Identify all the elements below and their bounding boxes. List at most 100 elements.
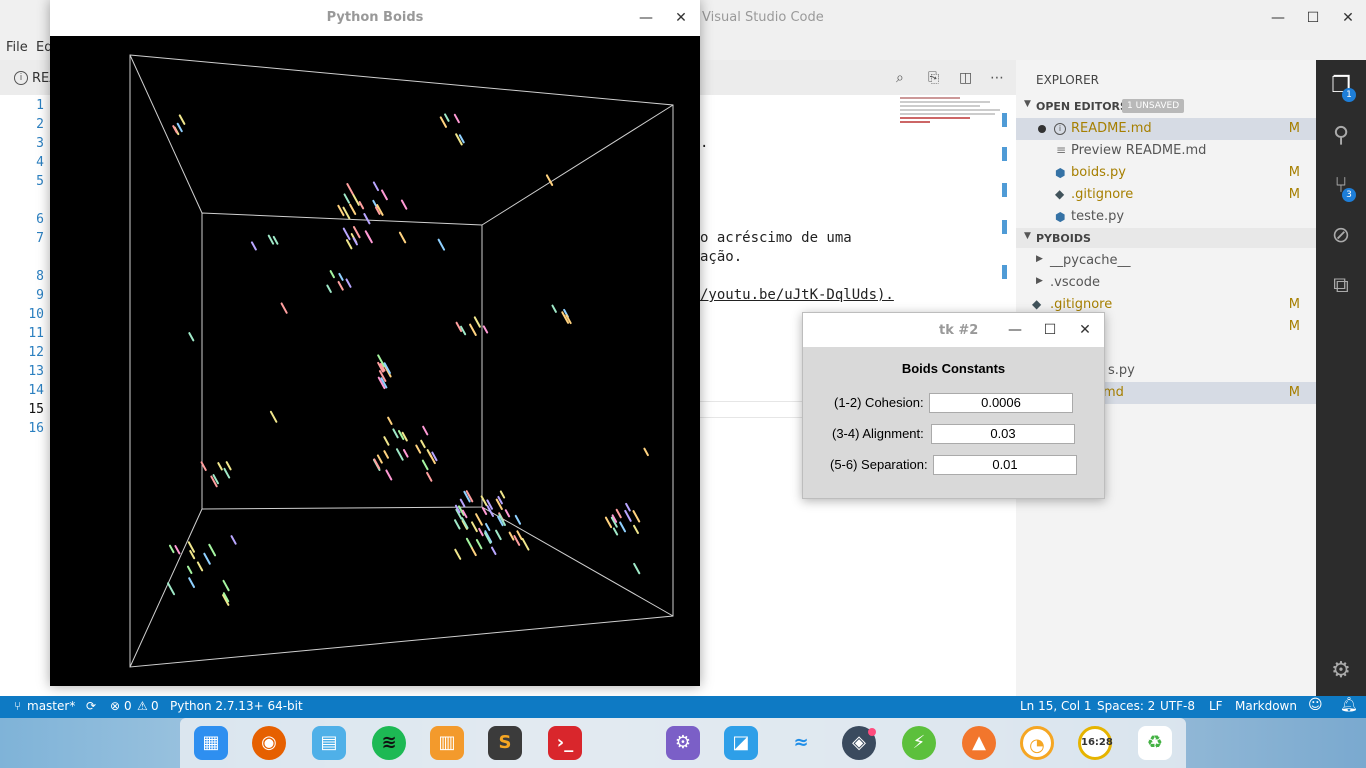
files-icon[interactable]: ▤ — [312, 726, 346, 760]
cursor-position[interactable]: Ln 15, Col 1 — [1020, 699, 1092, 713]
indentation[interactable]: Spaces: 2 — [1097, 699, 1156, 713]
file-item-gitignore[interactable]: ◆ .gitignore M — [1016, 294, 1316, 316]
cube-edge — [129, 508, 203, 668]
open-editor-item-gitignore[interactable]: ◆ .gitignore M — [1016, 184, 1316, 206]
extensions-icon[interactable]: ⧉ — [1333, 273, 1349, 298]
boid — [188, 332, 195, 342]
boid — [358, 201, 365, 210]
boid — [458, 134, 465, 144]
power-icon[interactable]: ⚡ — [902, 726, 936, 760]
close-icon[interactable]: ✕ — [675, 10, 687, 26]
status-bar: ⑂ master* ⟳ ⊗ 0 ⚠ 0 Python 2.7.13+ 64-bi… — [0, 696, 1366, 718]
maximize-icon[interactable]: ☐ — [1043, 322, 1057, 338]
folder-item-pycache[interactable]: ▶ __pycache__ — [1016, 250, 1316, 272]
maximize-icon[interactable]: ☐ — [1306, 10, 1320, 26]
more-actions-icon[interactable]: ⋯ — [990, 70, 1004, 86]
minimize-icon[interactable]: — — [1271, 10, 1285, 26]
boid — [392, 428, 399, 439]
close-icon[interactable]: ✕ — [1079, 322, 1091, 338]
notifications-icon[interactable]: 🔔︎ — [1340, 697, 1358, 713]
cohesion-input[interactable]: 0.0006 — [929, 393, 1073, 413]
trash-icon[interactable]: ♻ — [1138, 726, 1172, 760]
update-icon[interactable]: ◔ — [1020, 726, 1054, 760]
boid — [372, 181, 380, 192]
file-name: Preview README.md — [1071, 143, 1207, 158]
boid — [337, 280, 344, 291]
boid — [222, 594, 230, 606]
python-icon: ⬢ — [1055, 166, 1066, 180]
project-header[interactable]: ▼ PYBOIDS — [1016, 228, 1316, 248]
boid — [343, 193, 351, 204]
boid — [482, 325, 489, 334]
close-icon[interactable]: ✕ — [1342, 10, 1354, 26]
boid — [444, 113, 450, 122]
gear-icon[interactable]: ⚙ — [1331, 658, 1351, 683]
open-editor-item-teste[interactable]: ⬢ teste.py — [1016, 206, 1316, 228]
separation-label: (5-6) Separation: — [830, 457, 928, 472]
debug-icon[interactable]: ⊘ — [1331, 223, 1351, 248]
git-status: M — [1288, 319, 1300, 334]
boid — [383, 362, 391, 375]
open-preview-icon[interactable]: ⌕ — [896, 70, 904, 86]
code-line: o acréscimo de uma — [700, 230, 852, 246]
git-branch[interactable]: master* — [27, 699, 76, 713]
sync-icon[interactable]: ⟳ — [86, 699, 97, 713]
vlc-icon[interactable]: ▲ — [962, 726, 996, 760]
line-number: 14 — [28, 383, 44, 398]
boid — [188, 577, 196, 589]
boid — [460, 325, 467, 336]
language-mode[interactable]: Markdown — [1235, 699, 1297, 713]
search-icon[interactable]: ⚲ — [1332, 123, 1350, 148]
boid — [230, 535, 237, 545]
boid — [377, 376, 386, 390]
settings-icon[interactable]: ⚙ — [666, 726, 700, 760]
sublime-icon[interactable]: S — [488, 726, 522, 760]
boid — [624, 509, 632, 522]
separation-input[interactable]: 0.01 — [933, 455, 1077, 475]
launcher-icon[interactable]: ▦ — [194, 726, 228, 760]
alignment-input[interactable]: 0.03 — [931, 424, 1075, 444]
wifi-icon[interactable]: ≈ — [793, 732, 809, 753]
folder-item-vscode[interactable]: ▶ .vscode — [1016, 272, 1316, 294]
python-interpreter[interactable]: Python 2.7.13+ 64-bit — [170, 699, 303, 713]
menu-file[interactable]: File — [6, 40, 28, 55]
open-editor-item-readme[interactable]: i README.md M — [1016, 118, 1316, 140]
explorer-title: EXPLORER — [1036, 73, 1099, 87]
clock-icon[interactable]: 16:28 — [1078, 726, 1113, 760]
boids-canvas[interactable] — [50, 36, 700, 686]
open-editor-item-preview[interactable]: ≡ Preview README.md — [1016, 140, 1316, 162]
boid — [200, 461, 207, 472]
menu-edit[interactable]: Ed — [36, 40, 53, 55]
boid — [352, 237, 358, 246]
boid — [475, 539, 483, 550]
file-item[interactable]: M — [1016, 316, 1316, 338]
firefox-icon[interactable]: ◉ — [252, 726, 286, 760]
boids-window: Python Boids — ✕ — [50, 0, 700, 686]
scm-badge: 3 — [1342, 188, 1356, 202]
screenshot-icon[interactable]: ◪ — [724, 726, 758, 760]
encoding[interactable]: UTF-8 — [1160, 699, 1195, 713]
vscode-title: Visual Studio Code — [702, 10, 824, 25]
file-item[interactable]: s.py — [1016, 360, 1316, 382]
line-number: 4 — [36, 155, 44, 170]
spotify-icon[interactable]: ≋ — [372, 726, 406, 760]
terminal-icon[interactable]: ›_ — [548, 726, 582, 760]
overview-ruler[interactable] — [1002, 95, 1007, 395]
warning-count[interactable]: 0 — [151, 699, 159, 713]
boid — [342, 206, 351, 220]
minimize-icon[interactable]: — — [639, 10, 653, 26]
open-editor-item-boids[interactable]: ⬢ boids.py M — [1016, 162, 1316, 184]
error-count[interactable]: 0 — [124, 699, 132, 713]
boid — [187, 541, 195, 553]
minimap[interactable] — [900, 95, 1005, 135]
open-changes-icon[interactable]: ⎘ — [928, 70, 940, 86]
minimize-icon[interactable]: — — [1008, 322, 1022, 338]
store-icon[interactable]: ▥ — [430, 726, 464, 760]
chevron-right-icon: ▶ — [1036, 276, 1043, 286]
feedback-icon[interactable]: ☺ — [1308, 697, 1323, 713]
boid — [486, 505, 494, 517]
line-ending[interactable]: LF — [1209, 699, 1223, 713]
code-line-link[interactable]: /youtu.be/uJtK-DqlUds). — [700, 287, 894, 303]
open-editors-header[interactable]: ▼ OPEN EDITORS 1 UNSAVED — [1016, 96, 1316, 116]
split-editor-icon[interactable]: ◫ — [959, 70, 973, 86]
